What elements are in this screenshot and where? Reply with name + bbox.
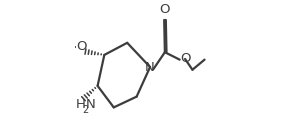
Text: O: O [76,40,87,53]
Text: O: O [159,3,170,16]
Text: 2: 2 [82,105,88,115]
Text: N: N [145,61,155,74]
Text: O: O [180,52,191,65]
Text: N: N [86,98,96,111]
Text: H: H [76,98,86,111]
